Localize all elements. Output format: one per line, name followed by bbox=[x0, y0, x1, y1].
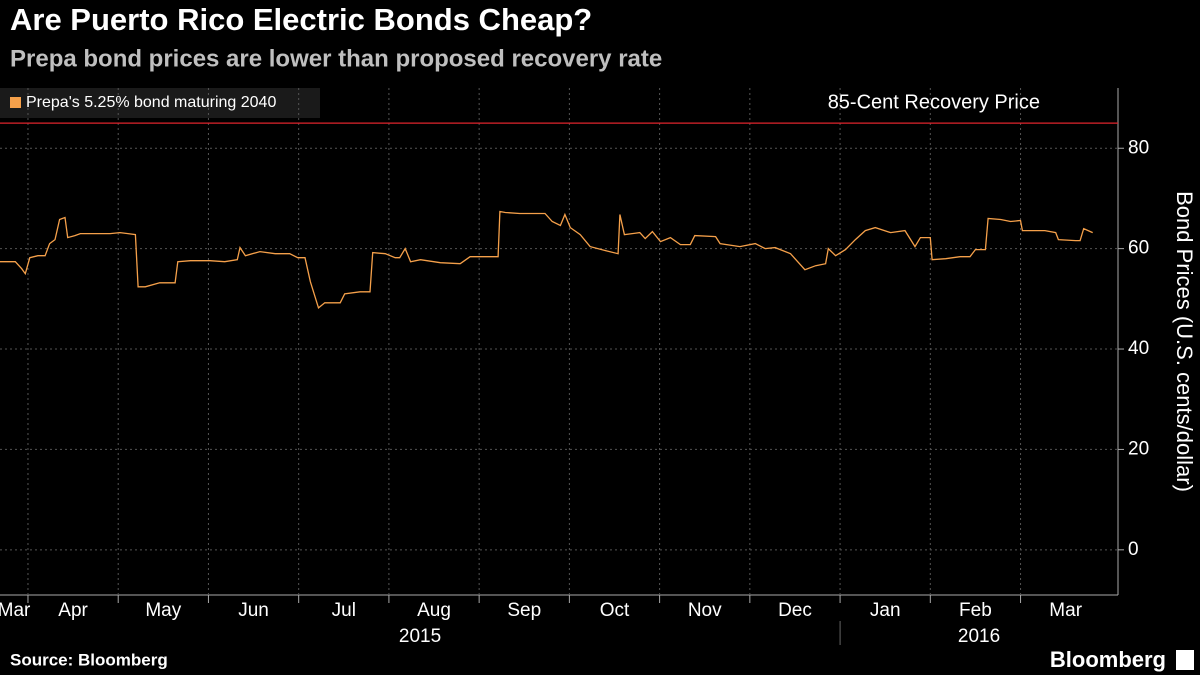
year-label: 2016 bbox=[958, 626, 1000, 647]
brand: Bloomberg bbox=[1050, 647, 1166, 672]
year-label: 2015 bbox=[399, 626, 441, 647]
y-tick-label: 60 bbox=[1128, 238, 1149, 259]
source: Source: Bloomberg bbox=[10, 650, 168, 669]
y-tick-label: 20 bbox=[1128, 438, 1149, 459]
y-tick-label: 40 bbox=[1128, 338, 1149, 359]
x-tick-label: Jan bbox=[870, 600, 901, 621]
legend-box bbox=[0, 88, 320, 118]
x-tick-label: Dec bbox=[778, 600, 812, 621]
x-tick-label: Apr bbox=[58, 600, 88, 621]
x-tick-label: Aug bbox=[417, 600, 451, 621]
x-tick-label: Jul bbox=[332, 600, 356, 621]
x-tick-label: Sep bbox=[507, 600, 541, 621]
legend-swatch bbox=[10, 97, 21, 108]
y-tick-label: 80 bbox=[1128, 137, 1149, 158]
legend-label: Prepa's 5.25% bond maturing 2040 bbox=[26, 94, 276, 111]
y-tick-label: 0 bbox=[1128, 539, 1139, 560]
reference-label: 85-Cent Recovery Price bbox=[828, 91, 1040, 113]
x-tick-label: Mar bbox=[1049, 600, 1082, 621]
data-line bbox=[0, 210, 1093, 310]
x-tick-label: May bbox=[145, 600, 181, 621]
x-tick-label: Mar bbox=[0, 600, 31, 621]
x-tick-label: Jun bbox=[238, 600, 269, 621]
y-axis-title: Bond Prices (U.S. cents/dollar) bbox=[1172, 191, 1197, 492]
x-tick-label: Nov bbox=[688, 600, 722, 621]
x-tick-label: Feb bbox=[959, 600, 992, 621]
chart-title: Are Puerto Rico Electric Bonds Cheap? bbox=[10, 2, 592, 37]
chart-subtitle: Prepa bond prices are lower than propose… bbox=[10, 45, 662, 72]
brand-icon bbox=[1176, 650, 1194, 670]
x-tick-label: Oct bbox=[600, 600, 630, 621]
